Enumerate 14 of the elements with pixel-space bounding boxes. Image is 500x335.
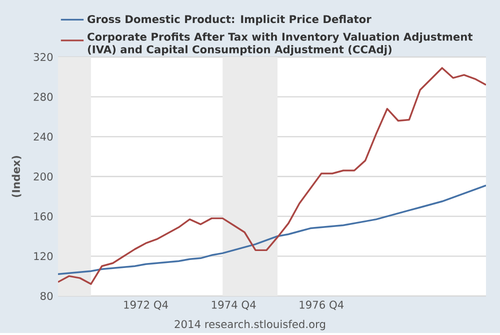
y-tick-label: 240 bbox=[34, 132, 53, 141]
x-tick-label: 1976 Q4 bbox=[300, 300, 344, 310]
text: 2014 research.stlouisfed.org bbox=[174, 320, 326, 330]
y-tick-label: 80 bbox=[40, 292, 53, 300]
legend-label: Corporate Profits After Tax with Inventory Valuation Adjustment (IVA) and Capital Consumption Adjustment (CCAdj) bbox=[88, 32, 473, 56]
y-tick-label: 200 bbox=[34, 172, 53, 181]
y-tick-label: 120 bbox=[34, 252, 53, 260]
x-tick-label: 1972 Q4 bbox=[124, 300, 168, 310]
y-tick-label: 280 bbox=[34, 92, 53, 102]
y-axis-title: (Index) bbox=[12, 156, 22, 198]
y-tick-label: 320 bbox=[34, 53, 53, 62]
x-tick-label: 1974 Q4 bbox=[212, 300, 256, 310]
legend-label: Gross Domestic Product: Implicit Price Deflator bbox=[88, 15, 372, 26]
y-tick-label: 160 bbox=[34, 212, 53, 221]
